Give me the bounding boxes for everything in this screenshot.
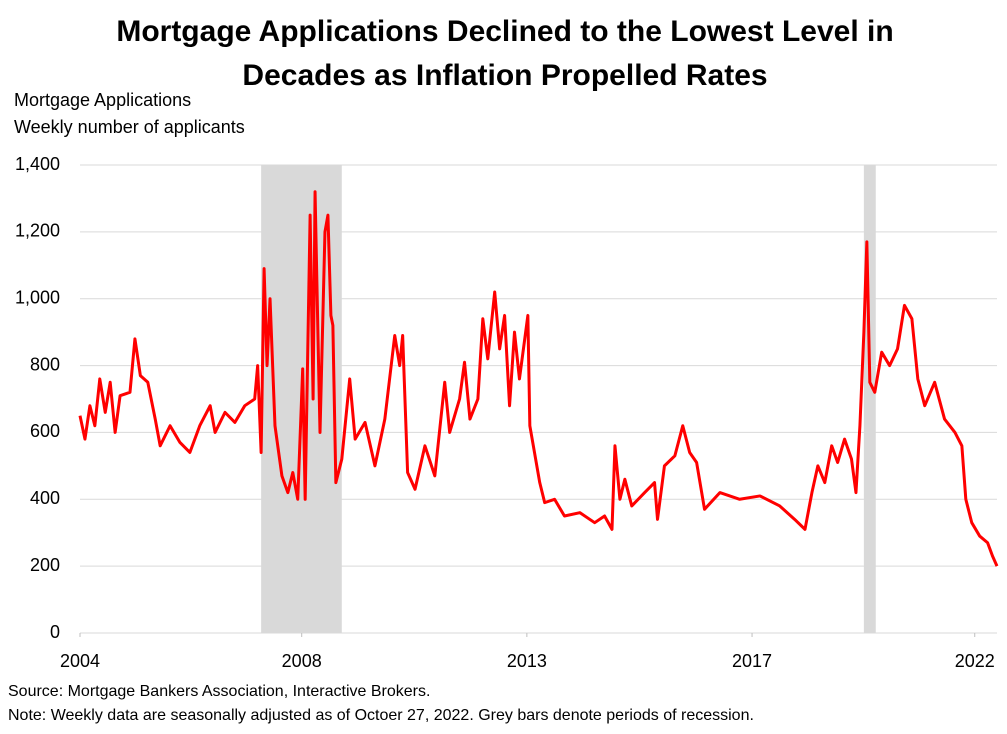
y-tick-label: 400 [30, 488, 60, 508]
recession-bar [863, 165, 876, 633]
chart-title: Mortgage Applications Declined to the Lo… [116, 15, 894, 92]
x-tick-label: 2022 [955, 651, 995, 671]
x-tick-label: 2013 [507, 651, 547, 671]
y-tick-label: 1,000 [15, 287, 60, 307]
chart: 0 200 400 600 800 1,000 1,200 1,400 2004 2008 2013… [15, 154, 999, 671]
y-tick-label: 200 [30, 555, 60, 575]
y-tick-label: 1,400 [15, 154, 60, 174]
source-note: Source: Mortgage Bankers Association, In… [8, 683, 431, 700]
x-tick-label: 2017 [732, 651, 772, 671]
subtitle: Weekly number of applicants [14, 117, 245, 137]
y-tick-label: 600 [30, 421, 60, 441]
y-tick-label: 1,200 [15, 221, 60, 241]
y-tick-label: 800 [30, 354, 60, 374]
x-tick-label: 2004 [60, 651, 100, 671]
x-tick-label: 2008 [282, 651, 322, 671]
footnote: Note: Weekly data are seasonally adjuste… [8, 707, 754, 724]
y-axis-label: Mortgage Applications [14, 90, 192, 110]
data-line [78, 190, 999, 567]
y-tick-label: 0 [50, 622, 60, 642]
